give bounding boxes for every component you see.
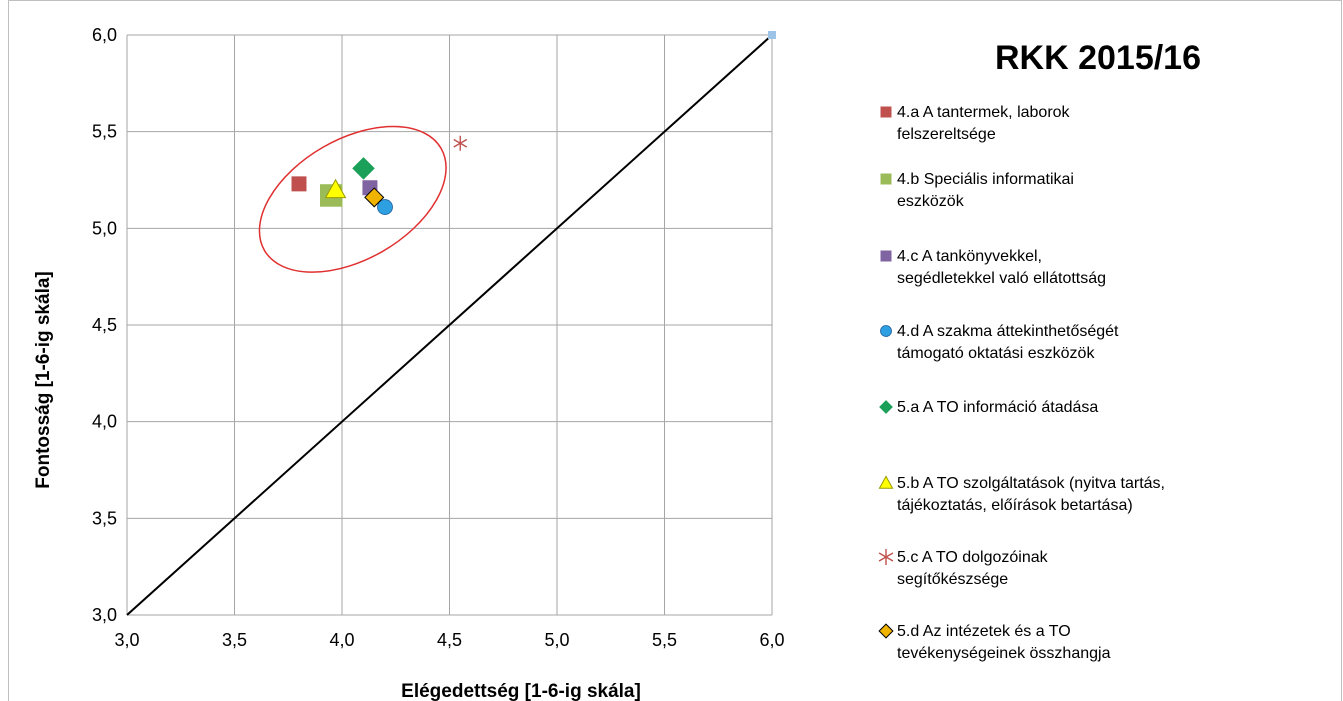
y-tick-label: 5,5 [92, 122, 117, 142]
y-tick-label: 4,5 [92, 315, 117, 335]
star-stroke [453, 138, 468, 148]
legend-marker [880, 250, 892, 262]
legend-marker [880, 325, 892, 337]
legend-item-7: 5.d Az intézetek és a TO tevékenységeinek… [878, 623, 1111, 662]
legend: 4.a A tantermek, laborokfelszereltsége4.… [878, 104, 1165, 662]
legend-item-6: 5.c A TO dolgozóinak segítőkészsége [878, 549, 1049, 588]
x-tick-label: 3,0 [114, 630, 139, 650]
legend-marker [878, 549, 894, 565]
legend-label: felszereltsége [897, 126, 996, 143]
x-axis-title: Elégedettség [1-6-ig skála] [401, 681, 641, 701]
star-stroke [878, 552, 894, 562]
legend-label: tájékoztatás, előírások betartása) [897, 497, 1133, 514]
y-tick-labels: 3,0 3,5 4,0 4,5 5,0 5,5 6,0 [92, 25, 117, 625]
legend-item-3: 4.d A szakma áttekinthetőségét támogató o… [880, 323, 1119, 362]
legend-marker [878, 475, 894, 489]
legend-item-2: 4.c A tankönyvekkel, segédletekkel való e… [880, 248, 1106, 287]
legend-label: segítőkészsége [897, 571, 1008, 588]
legend-label: 5.d Az intézetek és a TO [897, 623, 1071, 640]
diagonal-reference-line [126, 34, 773, 616]
y-axis-title: Fontosság [1-6-ig skála] [33, 271, 54, 489]
chart-title: RKK 2015/16 [995, 39, 1201, 77]
legend-label: támogató oktatási eszközök [897, 345, 1095, 362]
legend-label: 4.b Speciális informatikai [897, 171, 1074, 188]
x-tick-label: 5,5 [652, 630, 677, 650]
reference-corner-point [768, 31, 776, 39]
legend-label: 4.d A szakma áttekinthetőségét [897, 323, 1119, 340]
y-tick-label: 3,0 [92, 605, 117, 625]
legend-label: 4.c A tankönyvekkel, [897, 248, 1042, 265]
legend-item-4: 5.a A TO információ átadása [879, 399, 1098, 416]
highlight-ellipse [258, 125, 447, 273]
y-tick-label: 6,0 [92, 25, 117, 45]
chart-frame [8, 0, 1342, 701]
x-tick-label: 5,0 [544, 630, 569, 650]
x-tick-label: 4,0 [329, 630, 354, 650]
y-tick-label: 5,0 [92, 218, 117, 238]
legend-marker [880, 106, 892, 118]
legend-label: segédletekkel való ellátottság [897, 270, 1106, 287]
legend-label: 4.a A tantermek, laborok [897, 104, 1071, 121]
legend-marker [879, 400, 893, 414]
data-point-4 [352, 157, 375, 180]
legend-label: eszközök [897, 193, 965, 210]
legend-label: 5.b A TO szolgáltatások (nyitva tartás, [897, 475, 1165, 492]
legend-marker [878, 623, 894, 639]
legend-label: tevékenységeinek összhangja [897, 645, 1111, 662]
legend-label: 5.c A TO dolgozóinak [897, 549, 1049, 566]
data-point-0 [291, 176, 307, 192]
x-tick-label: 4,5 [437, 630, 462, 650]
legend-item-5: 5.b A TO szolgáltatások (nyitva tartás, t… [878, 475, 1165, 514]
y-tick-label: 4,0 [92, 412, 117, 432]
reference-layer [126, 31, 776, 616]
legend-marker [880, 173, 892, 185]
y-tick-label: 3,5 [92, 508, 117, 528]
data-point-7 [364, 187, 385, 208]
x-tick-label: 3,5 [222, 630, 247, 650]
legend-item-0: 4.a A tantermek, laborok felszereltsége [880, 104, 1071, 143]
data-point-6 [453, 135, 468, 151]
legend-item-1: 4.b Speciális informatikai eszközök [880, 171, 1074, 210]
data-point-3 [377, 199, 393, 215]
x-tick-labels: 3,0 3,5 4,0 4,5 5,0 5,5 6,0 [114, 630, 784, 650]
legend-label: 5.a A TO információ átadása [897, 399, 1098, 416]
x-tick-label: 6,0 [759, 630, 784, 650]
data-point-5 [324, 178, 347, 199]
data-points [291, 135, 468, 215]
